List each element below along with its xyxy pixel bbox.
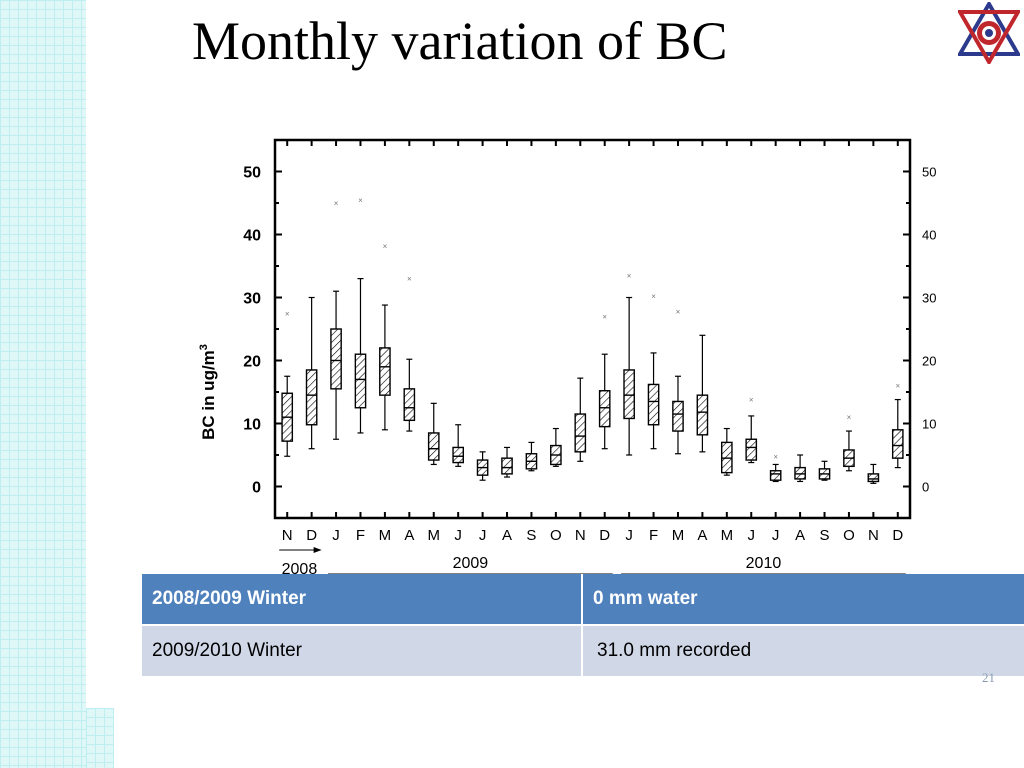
x-tick-label: M	[672, 527, 685, 544]
institution-logo-icon	[958, 2, 1020, 64]
y-axis-label-text: BC in ug/m	[199, 350, 218, 440]
y-tick-label-right: 50	[922, 165, 936, 180]
y-tick-label-left: 10	[243, 417, 261, 434]
table-cell: 0 mm water	[593, 588, 698, 609]
rainfall-table: 2008/2009 Winter 0 mm water 2009/2010 Wi…	[142, 574, 1024, 676]
x-tick-label: M	[721, 527, 734, 544]
x-tick-label: N	[575, 527, 586, 544]
box-outlier-marker: ×	[602, 312, 607, 321]
x-tick-label: S	[526, 527, 536, 544]
x-tick-label: M	[379, 527, 392, 544]
x-tick-label: D	[892, 527, 903, 544]
y-axis-label: BC in ug/m3	[198, 344, 218, 440]
x-tick-label: J	[454, 527, 462, 544]
y-tick-label-right: 40	[922, 228, 936, 243]
box-body	[672, 400, 684, 432]
table-cell: 31.0 mm recorded	[597, 640, 752, 661]
x-tick-label: A	[502, 527, 512, 544]
table-row: 2008/2009 Winter 0 mm water	[142, 574, 1024, 624]
x-tick-label: M	[428, 527, 441, 544]
box-body	[330, 328, 342, 390]
x-tick-label: J	[625, 527, 633, 544]
box-body	[403, 388, 416, 422]
box-outlier-marker: ×	[407, 275, 412, 284]
y-tick-label-right: 20	[922, 354, 936, 369]
x-tick-label: O	[550, 527, 562, 544]
year-label: 2009	[453, 555, 489, 572]
box-body	[647, 383, 660, 426]
x-tick-label: A	[697, 527, 707, 544]
box-body	[354, 353, 367, 409]
box-outlier-marker: ×	[676, 307, 681, 316]
slide-title: Monthly variation of BC	[192, 11, 728, 71]
plot-frame	[273, 138, 912, 520]
year-label: 2008	[282, 561, 318, 578]
y-tick-label-left: 0	[252, 480, 261, 497]
table-row: 2009/2010 Winter 31.0 mm recorded	[142, 626, 1024, 676]
box-body	[379, 347, 391, 396]
y-tick-label-right: 30	[922, 291, 936, 306]
box-outlier-marker: ×	[627, 271, 632, 280]
x-tick-label: N	[868, 527, 879, 544]
table-cell: 2009/2010 Winter	[142, 626, 583, 676]
x-tick-label: F	[649, 527, 658, 544]
x-tick-label: A	[795, 527, 805, 544]
box-body	[501, 457, 513, 475]
x-tick-label: S	[820, 527, 830, 544]
x-tick-label: D	[599, 527, 610, 544]
y-tick-label-right: 10	[922, 417, 936, 432]
box-outlier-marker: ×	[651, 292, 656, 301]
y-tick-label-right: 0	[922, 480, 929, 495]
decorative-side-strip	[0, 0, 86, 768]
box-body	[623, 369, 635, 420]
x-tick-label: N	[282, 527, 293, 544]
box-body	[452, 446, 465, 464]
y-tick-label-left: 40	[243, 228, 261, 245]
x-tick-label: O	[843, 527, 855, 544]
x-tick-label: J	[332, 527, 340, 544]
box-outlier-marker: ×	[358, 196, 363, 205]
year-range-arrow	[313, 547, 322, 553]
box-outlier-marker: ×	[285, 309, 290, 318]
y-tick-label-left: 30	[243, 291, 261, 308]
y-tick-label-left: 20	[243, 354, 261, 371]
box-outlier-marker: ×	[749, 396, 754, 405]
x-tick-label: D	[306, 527, 317, 544]
box-outlier-marker: ×	[334, 199, 339, 208]
box-body	[745, 438, 758, 461]
box-body	[427, 432, 440, 461]
box-body	[696, 394, 709, 436]
x-tick-label: F	[356, 527, 365, 544]
y-tick-label-left: 50	[243, 165, 261, 182]
box-outlier-marker: ×	[847, 413, 852, 422]
table-cell: 2008/2009 Winter	[142, 574, 583, 624]
box-body	[598, 390, 611, 428]
x-tick-label: J	[748, 527, 756, 544]
box-body	[891, 429, 904, 459]
year-label: 2010	[746, 555, 782, 572]
x-tick-label: A	[404, 527, 414, 544]
page-number: 21	[982, 670, 995, 685]
box-body	[867, 473, 880, 483]
box-body	[305, 369, 318, 426]
x-tick-label: J	[479, 527, 487, 544]
y-axis-label-superscript: 3	[198, 344, 210, 350]
box-outlier-marker: ×	[895, 382, 900, 391]
box-outlier-marker: ×	[383, 242, 388, 251]
box-outlier-marker: ×	[773, 452, 778, 461]
box-body	[574, 413, 587, 453]
decorative-strip-foot	[86, 708, 114, 768]
chart-boxes: × × × × × × × × × × × × ×	[281, 196, 904, 484]
chart-axes	[273, 138, 912, 520]
box-body	[769, 470, 782, 481]
x-tick-label: J	[772, 527, 780, 544]
